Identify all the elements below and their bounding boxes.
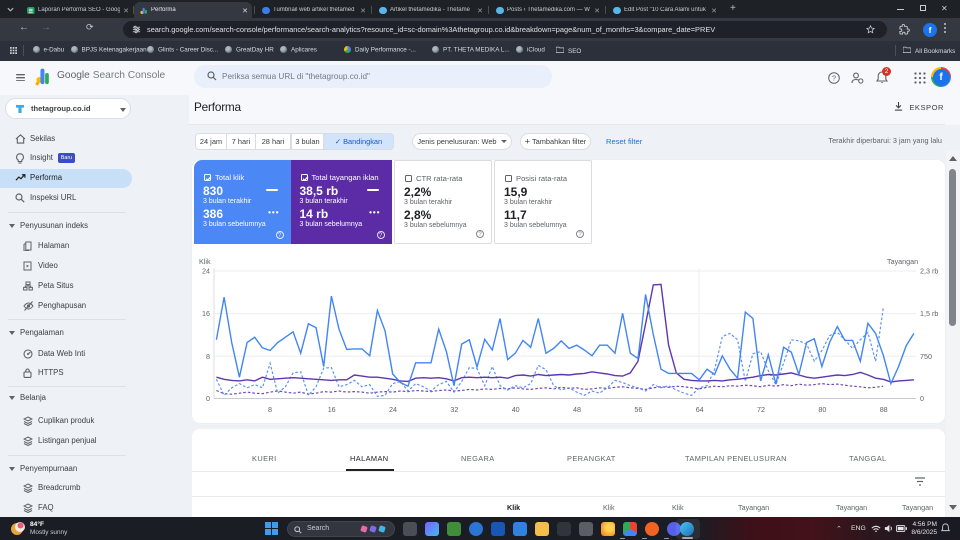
svg-text:1,5 rb: 1,5 rb	[920, 309, 938, 318]
svg-text:8: 8	[206, 352, 210, 361]
svg-text:40: 40	[512, 405, 520, 414]
svg-text:0: 0	[920, 394, 924, 403]
svg-text:24: 24	[202, 267, 210, 276]
svg-text:0: 0	[206, 394, 210, 403]
svg-text:8: 8	[268, 405, 272, 414]
svg-text:24: 24	[389, 405, 397, 414]
svg-text:2,3 rb: 2,3 rb	[920, 267, 938, 276]
svg-text:Klik: Klik	[199, 257, 211, 266]
svg-text:72: 72	[757, 405, 765, 414]
svg-text:16: 16	[202, 309, 210, 318]
svg-text:48: 48	[573, 405, 581, 414]
svg-text:750: 750	[920, 352, 932, 361]
svg-text:Tayangan: Tayangan	[887, 257, 918, 266]
svg-text:64: 64	[696, 405, 704, 414]
svg-text:88: 88	[880, 405, 888, 414]
svg-text:56: 56	[634, 405, 642, 414]
svg-text:80: 80	[818, 405, 826, 414]
svg-text:16: 16	[328, 405, 336, 414]
svg-text:32: 32	[450, 405, 458, 414]
svg-text:?: ?	[832, 73, 836, 82]
